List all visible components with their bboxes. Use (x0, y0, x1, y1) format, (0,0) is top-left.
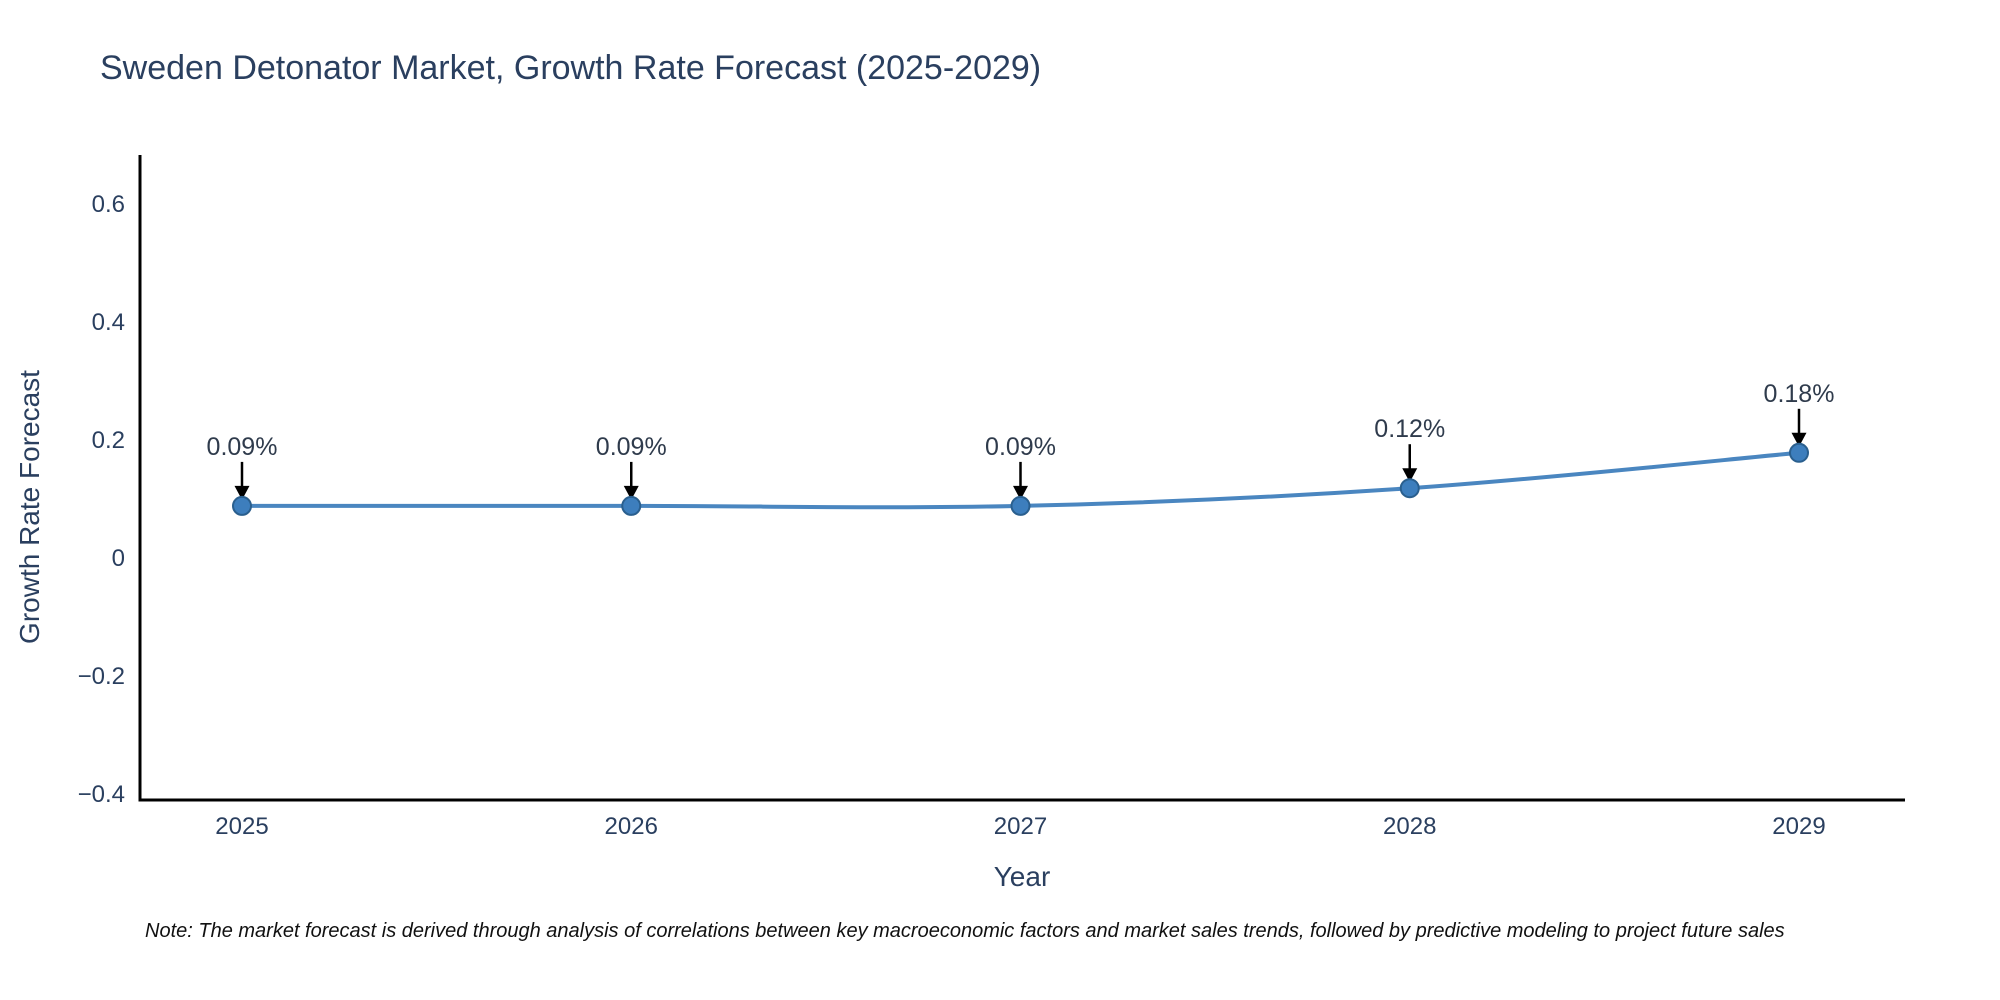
x-tick-label: 2026 (604, 813, 658, 840)
y-axis-title: Growth Rate Forecast (14, 370, 45, 644)
data-point-marker (1399, 478, 1420, 499)
x-tick-label: 2028 (1383, 813, 1437, 840)
x-tick-label: 2027 (993, 813, 1048, 840)
y-tick-label: −0.4 (77, 781, 125, 808)
footnote: Note: The market forecast is derived thr… (145, 920, 1785, 942)
annotation-arrowhead (623, 485, 639, 500)
data-point-marker (1789, 442, 1809, 463)
x-tick-label: 2029 (1772, 813, 1826, 840)
data-point-label: 0.09% (985, 432, 1056, 461)
y-tick-label: −0.2 (77, 663, 125, 690)
annotation-arrowhead (1013, 485, 1028, 500)
y-tick-label: 0.6 (91, 191, 125, 218)
data-point-label: 0.09% (206, 432, 278, 461)
data-point-marker (232, 495, 252, 516)
x-tick-label: 2025 (215, 813, 269, 840)
data-point-label: 0.18% (1763, 379, 1835, 408)
annotation-arrowhead (1402, 468, 1418, 483)
x-axis-title: Year (993, 861, 1051, 892)
annotation-arrowhead (1791, 432, 1807, 447)
axis-lines (138, 155, 1905, 802)
chart-title: Sweden Detonator Market, Growth Rate For… (100, 49, 1042, 87)
data-point-marker (621, 495, 642, 516)
annotation-arrowhead (234, 485, 250, 500)
data-point-label: 0.09% (595, 432, 667, 461)
y-tick-label: 0.2 (91, 427, 125, 454)
y-tick-label: 0.4 (91, 309, 125, 336)
data-point-label: 0.12% (1374, 415, 1446, 444)
data-point-marker (1010, 495, 1031, 516)
y-tick-label: 0 (111, 545, 125, 572)
